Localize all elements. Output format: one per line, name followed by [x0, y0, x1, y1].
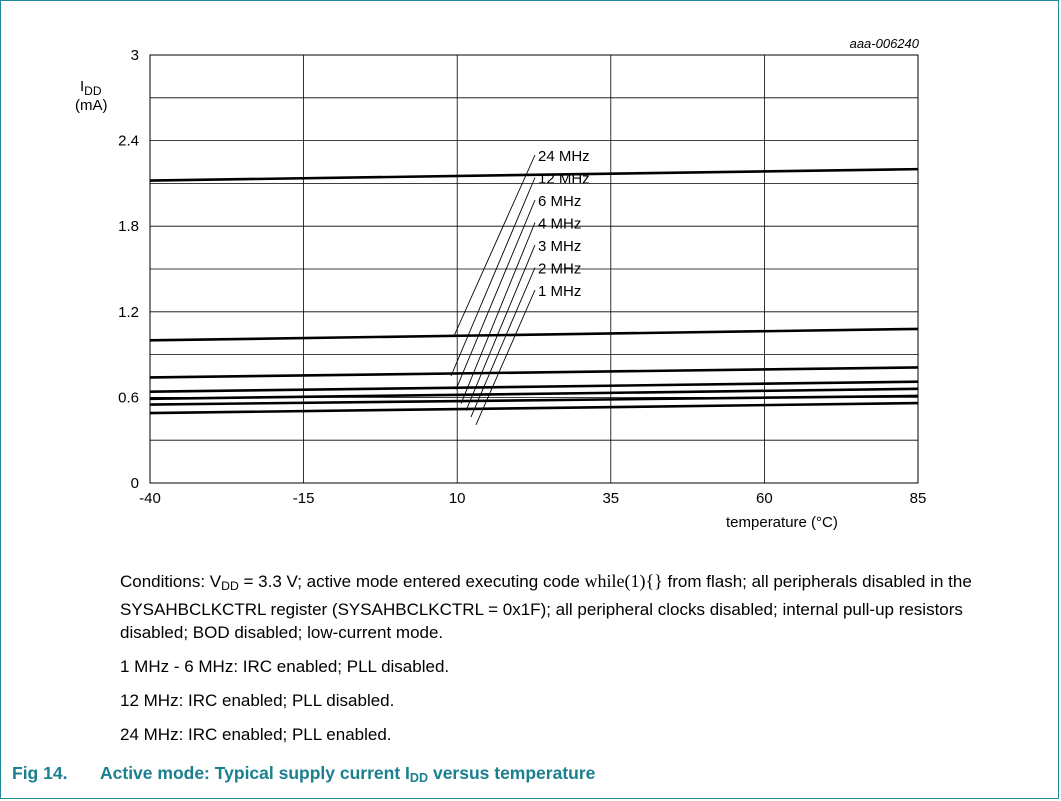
chart-axes: 0 0.6 1.2 1.8 2.4 3 -40 -15 10 35 60 85: [118, 47, 926, 507]
series-labels: 24 MHz 12 MHz 6 MHz 4 MHz 3 MHz 2 MHz 1 MHz: [450, 148, 590, 426]
series-label: 1 MHz: [538, 283, 581, 300]
y-axis-label: IDD: [80, 78, 102, 98]
x-tick-label: -15: [293, 490, 315, 507]
figure-caption: Fig 14. Active mode: Typical supply curre…: [12, 763, 595, 785]
series-label: 2 MHz: [538, 261, 581, 278]
note-line-12mhz: 12 MHz: IRC enabled; PLL disabled.: [120, 691, 395, 711]
figure-id-tag: aaa-006240: [850, 36, 920, 51]
figure-notes: Conditions: VDD = 3.3 V; active mode ent…: [120, 570, 1035, 757]
x-tick-label: 85: [910, 490, 927, 507]
figure-number: Fig 14.: [12, 763, 68, 783]
conditions-text: Conditions: VDD = 3.3 V; active mode ent…: [120, 571, 972, 643]
series-label-leader: [455, 199, 536, 390]
note-line-1-6mhz: 1 MHz - 6 MHz: IRC enabled; PLL disabled…: [120, 657, 450, 677]
x-tick-label: -40: [139, 490, 161, 507]
series-label-leader: [475, 289, 536, 426]
y-tick-label: 0.6: [118, 389, 139, 406]
figure-title: Active mode: Typical supply current IDD …: [100, 763, 596, 786]
x-tick-label: 10: [449, 490, 466, 507]
series-label: 3 MHz: [538, 238, 581, 255]
series-label-leader: [460, 222, 536, 404]
chart-series: [149, 167, 919, 415]
x-tick-label: 35: [602, 490, 619, 507]
x-tick-label: 60: [756, 490, 773, 507]
chart: 0 0.6 1.2 1.8 2.4 3 -40 -15 10 35 60 85 24 MHz 12 MH…: [75, 36, 926, 531]
series-label-leader: [470, 267, 536, 418]
series-line: [149, 401, 919, 415]
series-label-leader: [453, 154, 536, 337]
note-line-24mhz: 24 MHz: IRC enabled; PLL enabled.: [120, 725, 392, 745]
series-label: 6 MHz: [538, 193, 581, 210]
series-line: [149, 366, 919, 379]
x-axis-label: temperature (°C): [726, 514, 838, 531]
y-axis-unit: (mA): [75, 97, 108, 114]
y-tick-label: 0: [131, 475, 139, 492]
series-line: [149, 380, 919, 393]
y-tick-label: 2.4: [118, 133, 139, 150]
series-label-leader: [450, 177, 536, 377]
y-tick-label: 1.2: [118, 304, 139, 321]
y-tick-label: 3: [131, 47, 139, 64]
series-label: 4 MHz: [538, 216, 581, 233]
series-label: 24 MHz: [538, 148, 590, 165]
series-line: [149, 394, 919, 406]
series-line: [149, 327, 919, 342]
series-label: 12 MHz: [538, 171, 590, 188]
series-line: [149, 167, 919, 182]
plot-frame: [149, 54, 919, 484]
y-tick-label: 1.8: [118, 218, 139, 235]
series-label-leader: [465, 244, 536, 411]
series-line: [149, 387, 919, 401]
